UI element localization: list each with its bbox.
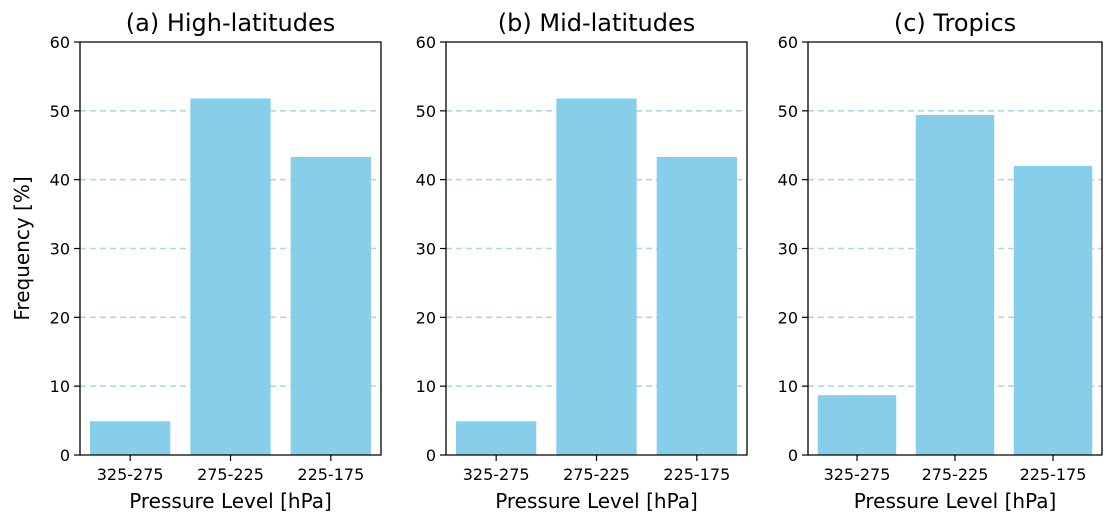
y-tick-label: 0 (60, 446, 70, 465)
y-tick-label: 10 (50, 377, 70, 396)
y-tick-label: 30 (416, 240, 436, 259)
x-tick-label: 325-275 (463, 465, 530, 484)
y-tick-label: 60 (778, 33, 798, 52)
bar-275-225 (190, 98, 271, 456)
y-tick-label: 40 (416, 171, 436, 190)
y-tick-label: 20 (778, 308, 798, 327)
y-tick-label: 0 (426, 446, 436, 465)
y-axis-label: Frequency [%] (10, 176, 34, 320)
x-axis-label: Pressure Level [hPa] (854, 489, 1057, 513)
chart-panel-2: 0 10 20 30 40 50 60 325-275 275-225 225-175 (c) Tr… (778, 9, 1103, 513)
x-tick-label: 275-225 (197, 465, 264, 484)
y-tick-label: 30 (778, 240, 798, 259)
y-tick-label: 20 (50, 308, 70, 327)
y-tick-label: 60 (416, 33, 436, 52)
y-tick-label: 10 (778, 377, 798, 396)
chart-title: (a) High-latitudes (126, 9, 335, 37)
bar-325-275 (817, 395, 897, 455)
x-tick-label: 275-225 (563, 465, 630, 484)
chart-panel-0: 0 10 20 30 40 50 60 325-275 275-225 225-175 (a) Hi… (10, 9, 382, 513)
y-tick-label: 50 (50, 102, 70, 121)
x-tick-label: 225-175 (297, 465, 364, 484)
x-tick-label: 225-175 (1020, 465, 1087, 484)
x-axis-label: Pressure Level [hPa] (129, 489, 332, 513)
y-tick-label: 50 (778, 102, 798, 121)
chart-title: (c) Tropics (894, 9, 1016, 37)
y-tick-label: 60 (50, 33, 70, 52)
y-tick-label: 20 (416, 308, 436, 327)
y-tick-label: 10 (416, 377, 436, 396)
x-tick-label: 325-275 (824, 465, 891, 484)
bar-225-175 (290, 156, 371, 455)
chart-title: (b) Mid-latitudes (498, 9, 695, 37)
chart-panel-1: 0 10 20 30 40 50 60 325-275 275-225 225-175 (b) Mi… (416, 9, 748, 513)
y-tick-label: 30 (50, 240, 70, 259)
bar-325-275 (90, 421, 171, 455)
bar-325-275 (456, 421, 537, 455)
y-tick-label: 40 (50, 171, 70, 190)
y-tick-label: 0 (788, 446, 798, 465)
bar-225-175 (656, 156, 737, 455)
y-tick-label: 50 (416, 102, 436, 121)
x-tick-label: 225-175 (663, 465, 730, 484)
bar-225-175 (1013, 165, 1093, 455)
bar-275-225 (915, 114, 995, 456)
bar-275-225 (556, 98, 637, 456)
x-axis-label: Pressure Level [hPa] (495, 489, 698, 513)
y-tick-label: 40 (778, 171, 798, 190)
x-tick-label: 325-275 (97, 465, 164, 484)
x-tick-label: 275-225 (922, 465, 989, 484)
